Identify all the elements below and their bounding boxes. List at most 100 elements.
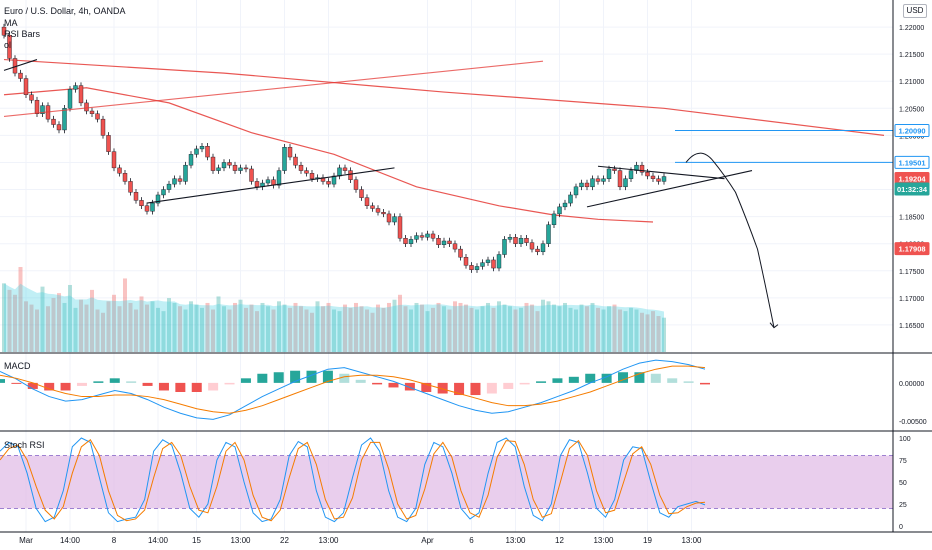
candle-body[interactable]	[100, 118, 106, 136]
candle-body[interactable]	[95, 113, 100, 120]
candle-body[interactable]	[216, 167, 221, 171]
indicator-legend-ma[interactable]: MA	[4, 18, 18, 28]
trendline[interactable]	[3, 60, 544, 117]
candle-body[interactable]	[650, 175, 656, 179]
candle-body[interactable]	[540, 243, 546, 253]
candle-body[interactable]	[485, 259, 491, 263]
candle-body[interactable]	[265, 179, 271, 184]
candle-body[interactable]	[359, 189, 364, 198]
candle-body[interactable]	[40, 105, 45, 114]
candle-body[interactable]	[353, 179, 359, 190]
candle-body[interactable]	[144, 205, 150, 212]
candle-body[interactable]	[491, 259, 496, 269]
candle-body[interactable]	[518, 238, 524, 244]
candle-body[interactable]	[117, 167, 122, 174]
candle-body[interactable]	[392, 216, 397, 223]
candle-body[interactable]	[73, 85, 78, 90]
trendline[interactable]	[597, 165, 725, 180]
candle-body[interactable]	[194, 148, 199, 155]
candle-body[interactable]	[469, 265, 474, 270]
candle-body[interactable]	[188, 154, 194, 166]
trendline[interactable]	[3, 59, 38, 71]
candle-body[interactable]	[430, 233, 436, 239]
candle-body[interactable]	[166, 183, 172, 190]
candle-body[interactable]	[227, 162, 232, 166]
candle-body[interactable]	[364, 197, 370, 206]
candle-body[interactable]	[562, 202, 568, 208]
candle-body[interactable]	[111, 151, 117, 169]
candle-body[interactable]	[447, 240, 452, 244]
candle-body[interactable]	[557, 206, 562, 215]
macd-title[interactable]: MACD	[4, 361, 31, 371]
candle-body[interactable]	[480, 262, 485, 267]
candle-body[interactable]	[441, 240, 447, 245]
candle-body[interactable]	[573, 186, 579, 196]
candle-body[interactable]	[595, 178, 601, 182]
candle-body[interactable]	[661, 176, 667, 182]
candle-body[interactable]	[502, 239, 507, 255]
candle-body[interactable]	[56, 124, 62, 131]
candle-body[interactable]	[1, 26, 7, 36]
candle-body[interactable]	[155, 194, 161, 204]
candle-body[interactable]	[606, 168, 612, 179]
candle-body[interactable]	[199, 146, 205, 150]
candle-body[interactable]	[51, 118, 56, 125]
candle-body[interactable]	[628, 170, 634, 179]
candle-body[interactable]	[546, 224, 551, 244]
candle-body[interactable]	[656, 178, 661, 182]
candle-body[interactable]	[551, 213, 557, 225]
candle-body[interactable]	[172, 178, 177, 185]
candle-body[interactable]	[463, 257, 469, 266]
candle-body[interactable]	[584, 182, 590, 188]
candle-body[interactable]	[67, 89, 73, 109]
candle-body[interactable]	[645, 172, 650, 177]
candle-body[interactable]	[254, 181, 260, 188]
candle-body[interactable]	[337, 167, 342, 177]
candle-body[interactable]	[458, 248, 463, 258]
candle-body[interactable]	[293, 156, 298, 166]
candle-body[interactable]	[210, 156, 216, 171]
candle-body[interactable]	[243, 167, 249, 170]
candle-body[interactable]	[408, 239, 414, 244]
indicator-legend-vol[interactable]: ol	[4, 40, 12, 50]
candle-body[interactable]	[568, 194, 573, 204]
candle-body[interactable]	[23, 78, 29, 95]
candle-body[interactable]	[342, 167, 348, 171]
moving-average-line[interactable]	[3, 58, 885, 136]
candle-body[interactable]	[298, 164, 304, 171]
symbol-legend[interactable]: Euro / U.S. Dollar, 4h, OANDA	[4, 6, 126, 16]
candle-body[interactable]	[34, 99, 40, 114]
candle-body[interactable]	[326, 181, 331, 185]
candle-body[interactable]	[436, 238, 441, 245]
candle-body[interactable]	[205, 146, 210, 158]
macd-pane[interactable]: 0.00000 -0.00500	[0, 359, 927, 426]
candle-body[interactable]	[62, 108, 67, 131]
candle-body[interactable]	[133, 192, 139, 201]
candle-body[interactable]	[122, 173, 128, 182]
candle-body[interactable]	[419, 235, 425, 238]
candle-body[interactable]	[106, 135, 111, 152]
candle-body[interactable]	[414, 235, 419, 240]
stoch-rsi-pane[interactable]: 100 75 50 25 0	[0, 436, 911, 531]
candle-body[interactable]	[221, 162, 227, 169]
candle-body[interactable]	[617, 170, 623, 188]
candle-body[interactable]	[529, 242, 535, 250]
indicator-legend-rsi-bars[interactable]: RSI Bars	[4, 29, 41, 39]
candle-body[interactable]	[128, 181, 133, 193]
candle-body[interactable]	[496, 254, 502, 269]
candle-body[interactable]	[309, 173, 315, 179]
candle-body[interactable]	[29, 94, 34, 101]
currency-button[interactable]: USD	[903, 4, 927, 18]
candle-body[interactable]	[287, 147, 293, 158]
trendline[interactable]	[146, 167, 395, 204]
candle-body[interactable]	[524, 238, 529, 243]
stoch-rsi-title[interactable]: Stoch RSI	[4, 440, 45, 450]
drawings-front[interactable]	[3, 59, 893, 329]
candle-body[interactable]	[89, 110, 95, 114]
candle-body[interactable]	[535, 248, 540, 253]
candle-body[interactable]	[513, 236, 518, 244]
candle-body[interactable]	[249, 168, 254, 182]
candle-body[interactable]	[7, 35, 12, 59]
candle-body[interactable]	[452, 243, 458, 250]
